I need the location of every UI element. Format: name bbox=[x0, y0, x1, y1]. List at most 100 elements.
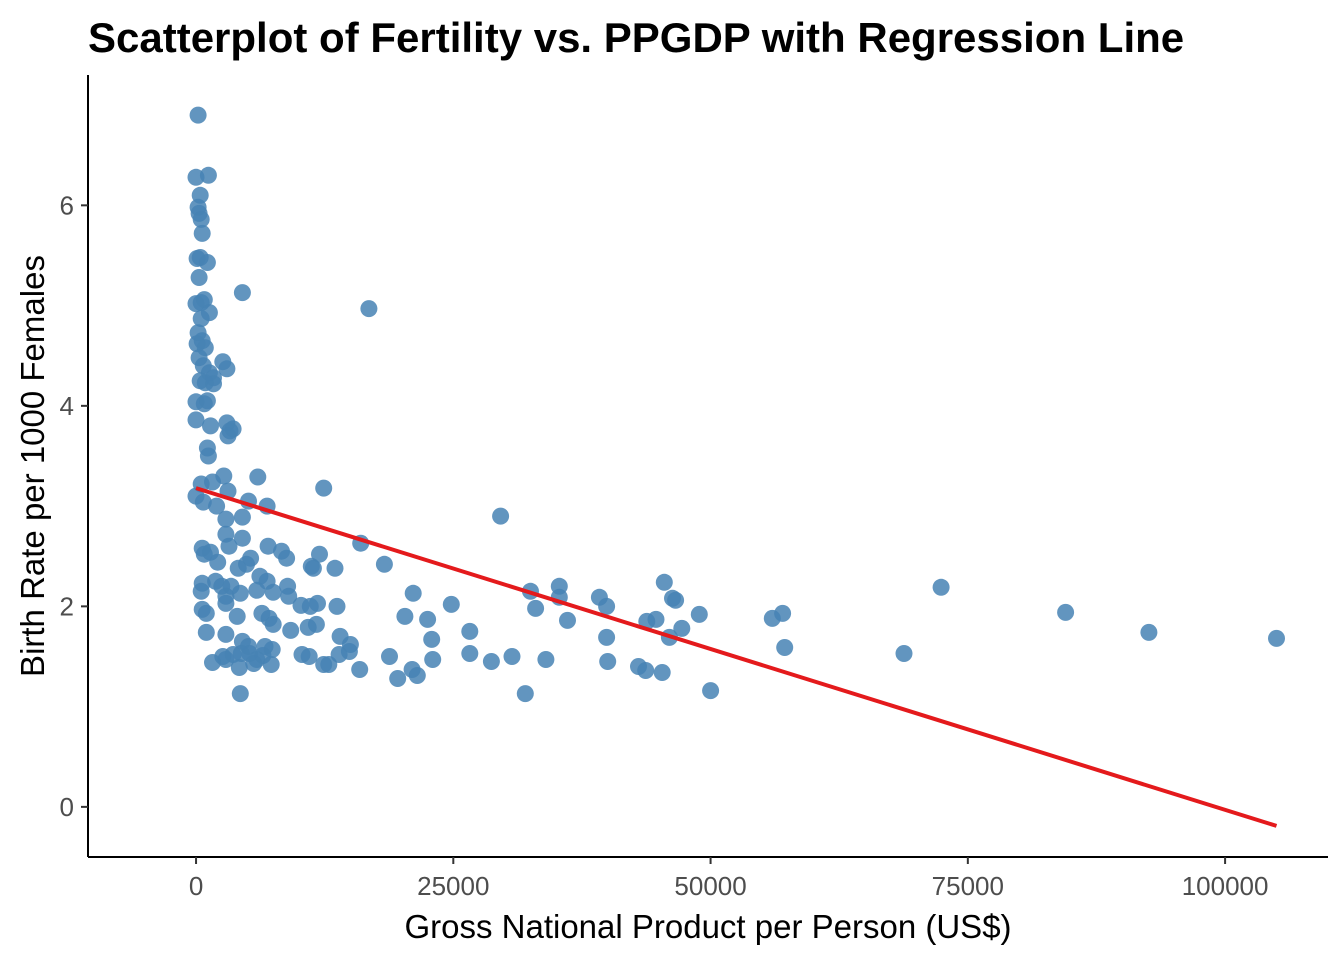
data-point bbox=[340, 643, 358, 660]
data-point bbox=[763, 609, 781, 627]
y-axis-ticks: 0 2 4 6 bbox=[60, 190, 88, 822]
data-point bbox=[217, 510, 235, 528]
data-point bbox=[232, 645, 250, 662]
data-point bbox=[351, 661, 369, 678]
data-point bbox=[248, 581, 266, 599]
data-point bbox=[320, 656, 338, 673]
data-point bbox=[220, 537, 238, 555]
data-point bbox=[492, 507, 510, 525]
data-point bbox=[315, 479, 333, 497]
data-point bbox=[187, 168, 205, 186]
data-point bbox=[262, 656, 280, 673]
data-point bbox=[231, 584, 249, 602]
data-point bbox=[527, 599, 545, 617]
data-point bbox=[229, 559, 247, 577]
data-point bbox=[264, 615, 282, 633]
data-point bbox=[690, 605, 708, 623]
data-point bbox=[280, 587, 298, 605]
data-point bbox=[307, 615, 325, 633]
data-point bbox=[408, 667, 426, 684]
data-point bbox=[189, 106, 207, 124]
data-point bbox=[598, 628, 616, 646]
data-point bbox=[360, 300, 378, 318]
data-point bbox=[389, 670, 407, 687]
data-point bbox=[328, 597, 346, 615]
data-point bbox=[895, 645, 913, 662]
data-point bbox=[461, 622, 479, 640]
data-point bbox=[259, 537, 277, 555]
x-tick-label: 25000 bbox=[417, 871, 489, 901]
y-tick-label: 0 bbox=[60, 792, 74, 822]
chart-title: Scatterplot of Fertility vs. PPGDP with … bbox=[88, 14, 1184, 61]
data-point bbox=[233, 529, 251, 547]
data-point bbox=[559, 611, 576, 629]
x-axis-ticks: 0 25000 50000 75000 100000 bbox=[189, 857, 1268, 901]
data-point bbox=[192, 210, 210, 228]
data-point bbox=[404, 584, 422, 602]
data-point bbox=[503, 648, 521, 665]
data-point bbox=[1057, 603, 1075, 621]
x-axis-label: Gross National Product per Person (US$) bbox=[404, 908, 1011, 945]
x-tick-label: 0 bbox=[189, 871, 203, 901]
data-point bbox=[482, 653, 500, 670]
data-point bbox=[516, 685, 534, 703]
data-point bbox=[1140, 623, 1158, 641]
data-point bbox=[655, 573, 673, 591]
data-point bbox=[208, 497, 226, 515]
x-tick-label: 75000 bbox=[932, 871, 1004, 901]
data-point bbox=[197, 604, 215, 622]
data-point bbox=[282, 621, 300, 639]
data-point bbox=[199, 447, 217, 465]
data-point bbox=[195, 395, 213, 413]
data-point bbox=[209, 553, 227, 571]
data-point bbox=[190, 269, 208, 286]
data-point bbox=[300, 648, 318, 665]
data-point bbox=[381, 648, 398, 665]
data-point bbox=[776, 639, 794, 656]
data-point bbox=[233, 508, 251, 526]
data-point bbox=[1268, 629, 1285, 647]
data-point bbox=[647, 610, 665, 628]
data-point bbox=[192, 582, 210, 600]
data-point bbox=[202, 417, 219, 435]
data-point bbox=[598, 597, 616, 615]
data-point bbox=[702, 682, 720, 700]
data-point bbox=[302, 557, 320, 575]
data-point bbox=[326, 559, 344, 577]
data-point bbox=[217, 625, 235, 643]
data-point bbox=[278, 549, 296, 567]
data-point bbox=[423, 630, 441, 648]
data-point bbox=[217, 594, 235, 612]
data-point bbox=[442, 595, 460, 613]
y-tick-label: 6 bbox=[60, 190, 74, 220]
data-point bbox=[204, 654, 221, 671]
data-point bbox=[599, 653, 617, 670]
data-point bbox=[231, 685, 249, 703]
data-point bbox=[193, 224, 211, 242]
data-point bbox=[424, 651, 442, 668]
regression-line bbox=[195, 486, 1278, 828]
data-point bbox=[217, 651, 235, 668]
data-point bbox=[197, 623, 215, 641]
data-point bbox=[228, 607, 246, 625]
data-point bbox=[264, 583, 282, 601]
x-tick-label: 50000 bbox=[674, 871, 746, 901]
data-point bbox=[219, 427, 237, 445]
data-point bbox=[637, 662, 655, 679]
y-tick-label: 2 bbox=[60, 591, 74, 621]
points-layer bbox=[187, 106, 1285, 703]
data-point bbox=[311, 545, 328, 563]
data-point bbox=[396, 607, 414, 625]
data-point bbox=[653, 664, 671, 681]
data-point bbox=[245, 655, 263, 672]
data-point bbox=[233, 284, 251, 302]
data-point bbox=[419, 610, 437, 628]
data-point bbox=[204, 473, 221, 491]
y-axis-label: Birth Rate per 1000 Females bbox=[14, 255, 51, 677]
data-point bbox=[198, 254, 216, 271]
data-point bbox=[673, 619, 691, 637]
data-point bbox=[932, 578, 950, 596]
data-point bbox=[461, 645, 479, 662]
data-point bbox=[667, 591, 685, 609]
